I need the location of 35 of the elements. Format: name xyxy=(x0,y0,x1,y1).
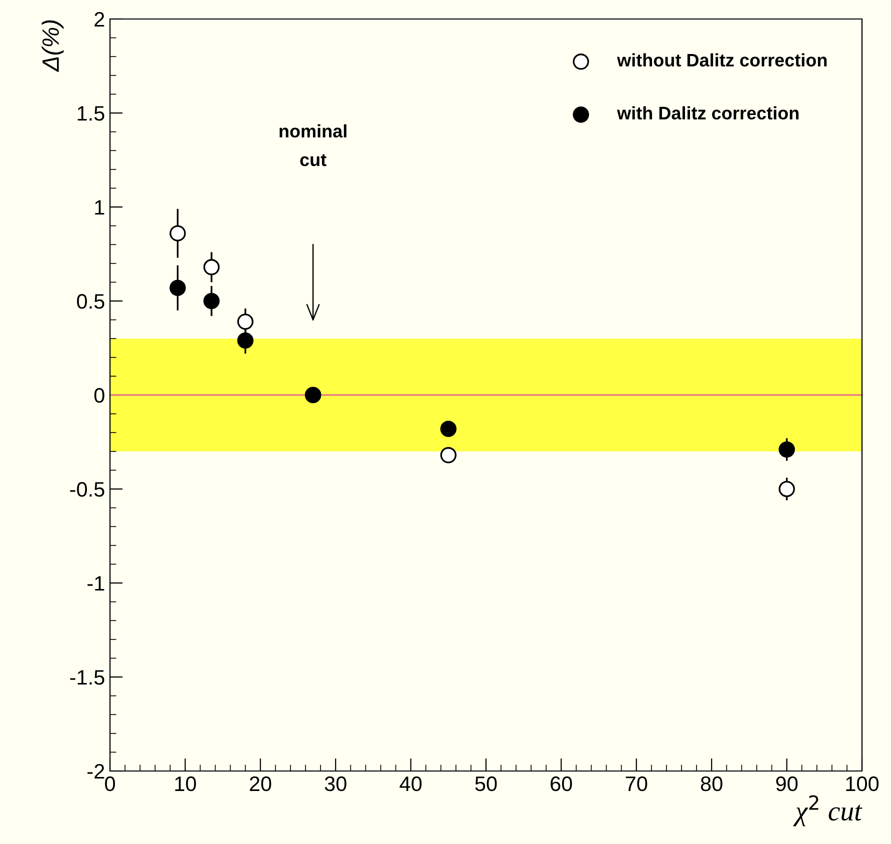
y-tick-label: 1.5 xyxy=(78,106,104,121)
x-tick-label: 60 xyxy=(550,776,572,792)
x-tick-label: 0 xyxy=(105,776,115,792)
annotation: nominal cut xyxy=(280,124,346,166)
x-tick-label: 70 xyxy=(626,776,648,792)
point xyxy=(170,225,186,242)
y-tick-label: -2 xyxy=(88,764,104,779)
x-tick-label: 90 xyxy=(776,776,798,792)
point xyxy=(237,332,254,349)
point xyxy=(203,292,220,310)
x-tick-label: 100 xyxy=(846,776,879,792)
x-tick-label: 50 xyxy=(475,776,497,792)
y-tick-label: -1 xyxy=(88,576,104,591)
x-tick-label: 80 xyxy=(700,776,722,792)
point xyxy=(440,447,457,464)
y-axis-title: Δ(%) xyxy=(42,20,64,72)
point xyxy=(440,420,457,437)
point xyxy=(203,259,220,276)
x-axis-title: χ$^{2}$ cut xyxy=(793,795,862,826)
y-tick-label: -0.5 xyxy=(70,482,104,497)
x-tick-label: 10 xyxy=(175,776,196,792)
y-tick-label: 0 xyxy=(94,388,104,403)
point xyxy=(778,441,795,458)
x-tick-label: 40 xyxy=(400,776,422,792)
point xyxy=(170,280,186,296)
y-tick-label: 0.5 xyxy=(76,294,104,309)
x-tick-label: 30 xyxy=(324,776,346,792)
y-tick-label: -1.5 xyxy=(70,670,104,685)
point xyxy=(778,480,795,498)
y-tick-label: 1 xyxy=(95,200,104,215)
x-tick-label: 20 xyxy=(250,776,272,792)
point xyxy=(237,314,254,330)
y-tick-label: 2 xyxy=(94,12,104,27)
legend-label: with Dalitz correction xyxy=(617,106,799,120)
legend-label: without Dalitz correction xyxy=(617,53,827,67)
